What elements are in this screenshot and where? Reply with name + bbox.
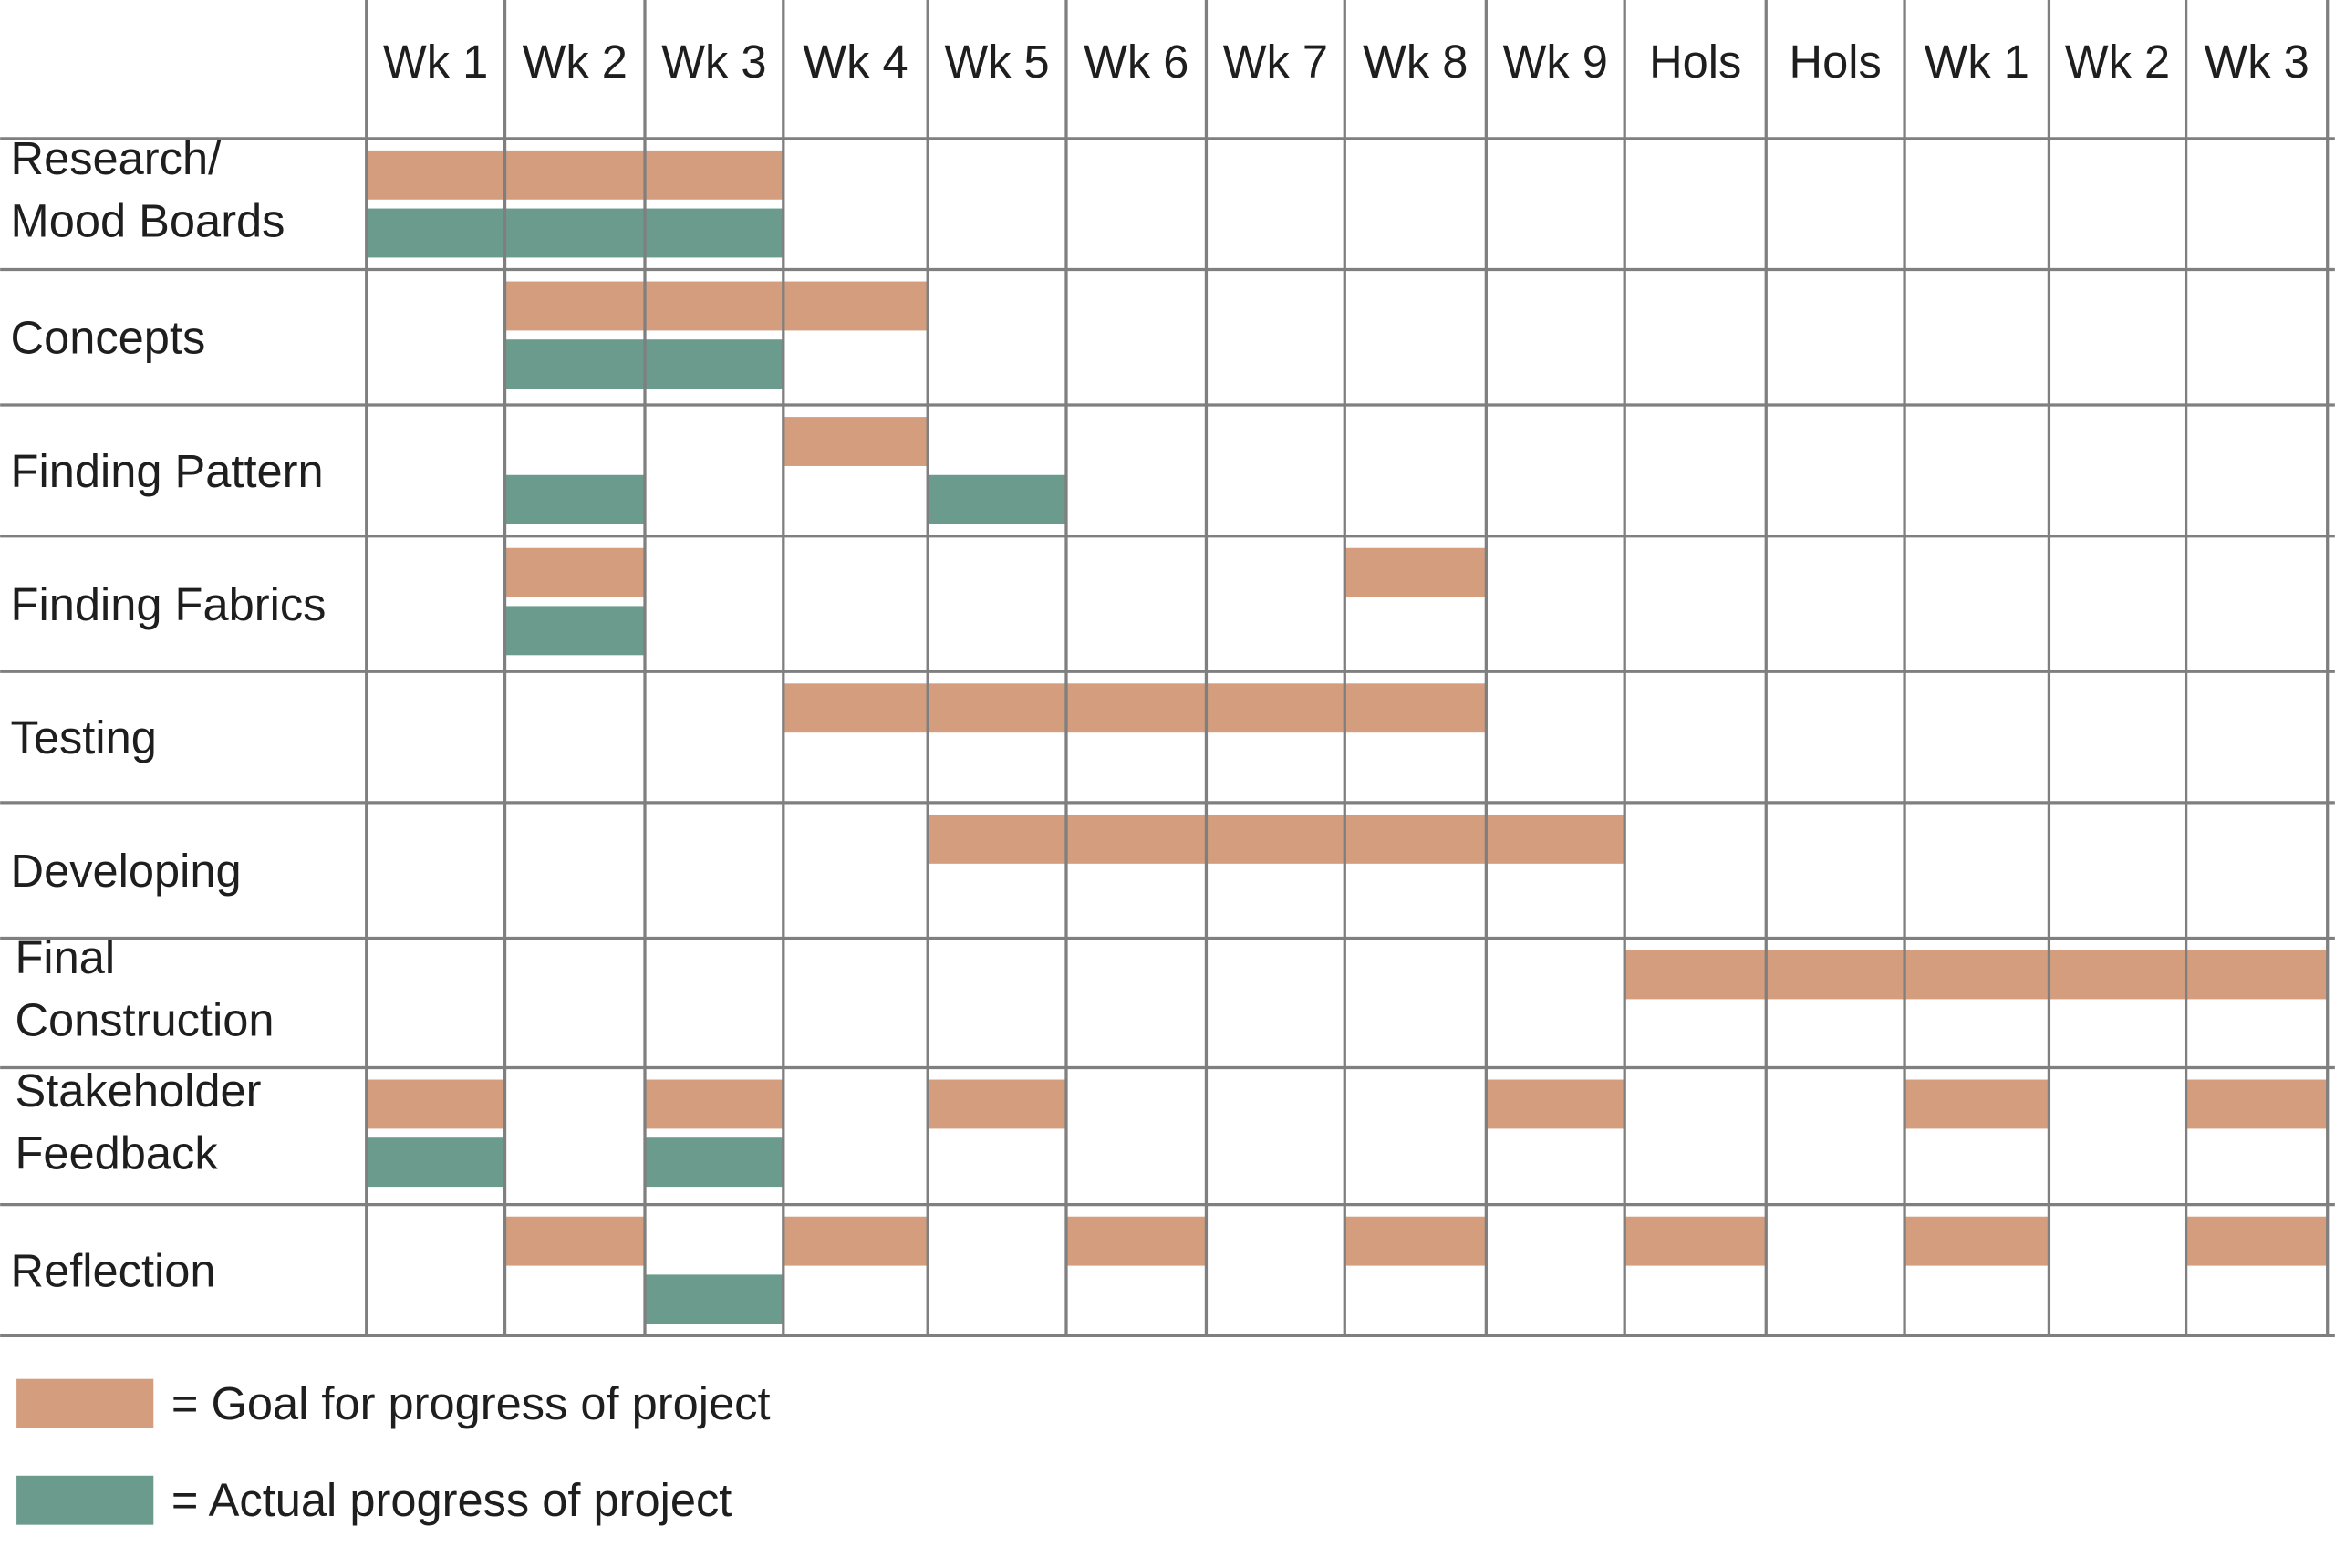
actual-bar xyxy=(645,1274,784,1324)
legend-label-actual: = Actual progress of project xyxy=(171,1474,732,1526)
goal-bar xyxy=(1486,1079,1625,1129)
task-label: Testing xyxy=(11,711,157,763)
actual-bar xyxy=(928,474,1066,524)
column-header: Wk 2 xyxy=(523,36,628,88)
task-label: Construction xyxy=(15,993,274,1045)
goal-bar xyxy=(1344,547,1487,597)
task-label: Developing xyxy=(11,845,242,897)
actual-bar xyxy=(504,474,645,524)
goal-bar xyxy=(1624,950,1767,1000)
task-label: Reflection xyxy=(11,1244,216,1296)
actual-bar xyxy=(366,208,505,258)
task-label: Stakeholder xyxy=(15,1064,261,1116)
goal-bar xyxy=(1904,1079,2050,1129)
task-label: Feedback xyxy=(15,1127,218,1179)
goal-bar xyxy=(928,814,1066,864)
goal-bar xyxy=(1206,683,1345,733)
goal-bar xyxy=(366,1079,505,1129)
goal-bar xyxy=(2185,950,2328,1000)
actual-bar xyxy=(366,1137,505,1188)
legend-label-goal: = Goal for progress of project xyxy=(171,1377,771,1429)
goal-bar xyxy=(645,150,784,200)
goal-bar xyxy=(1344,683,1487,733)
column-header: Wk 5 xyxy=(944,36,1049,88)
goal-bar xyxy=(504,547,645,597)
legend-swatch-goal xyxy=(16,1378,154,1428)
goal-bar xyxy=(645,1079,784,1129)
column-header: Wk 9 xyxy=(1503,36,1608,88)
actual-bar xyxy=(645,208,784,258)
goal-bar xyxy=(504,150,645,200)
task-label: Final xyxy=(15,931,115,983)
goal-bar xyxy=(1065,683,1207,733)
goal-bar xyxy=(645,281,784,331)
task-label: Finding Fabrics xyxy=(11,578,327,630)
column-header: Wk 8 xyxy=(1363,36,1468,88)
task-label: Research/ xyxy=(11,132,223,184)
column-header: Hols xyxy=(1790,36,1882,88)
goal-bar xyxy=(783,1216,929,1266)
goal-bar xyxy=(1766,950,1905,1000)
goal-bar xyxy=(1624,1216,1767,1266)
goal-bar xyxy=(366,150,505,200)
goal-bar xyxy=(1904,950,2050,1000)
column-header: Wk 1 xyxy=(383,36,488,88)
goal-bar xyxy=(1206,814,1345,864)
goal-bar xyxy=(1065,1216,1207,1266)
column-header: Wk 7 xyxy=(1223,36,1328,88)
goal-bar xyxy=(1344,1216,1487,1266)
goal-bar xyxy=(1065,814,1207,864)
goal-bar xyxy=(1904,1216,2050,1266)
goal-bar xyxy=(504,281,645,331)
goal-bar xyxy=(928,683,1066,733)
actual-bar xyxy=(504,339,645,389)
goal-bar xyxy=(928,1079,1066,1129)
actual-bar xyxy=(645,339,784,389)
actual-bar xyxy=(504,208,645,258)
column-header: Wk 4 xyxy=(803,36,908,88)
column-header: Hols xyxy=(1649,36,1741,88)
legend-swatch-actual xyxy=(16,1475,154,1525)
task-label: Finding Pattern xyxy=(11,445,324,497)
goal-bar xyxy=(2185,1079,2328,1129)
column-header: Wk 1 xyxy=(1925,36,2029,88)
goal-bar xyxy=(504,1216,645,1266)
goal-bar xyxy=(783,683,929,733)
actual-bar xyxy=(504,606,645,656)
column-header: Wk 3 xyxy=(661,36,766,88)
task-label: Mood Boards xyxy=(11,195,285,247)
column-header: Wk 3 xyxy=(2205,36,2309,88)
task-label: Concepts xyxy=(11,312,206,364)
actual-bar xyxy=(645,1137,784,1188)
column-header: Wk 2 xyxy=(2065,36,2170,88)
goal-bar xyxy=(783,417,929,466)
goal-bar xyxy=(783,281,929,331)
column-header: Wk 6 xyxy=(1084,36,1188,88)
goal-bar xyxy=(2049,950,2186,1000)
goal-bar xyxy=(1344,814,1487,864)
goal-bar xyxy=(2185,1216,2328,1266)
goal-bar xyxy=(1486,814,1625,864)
